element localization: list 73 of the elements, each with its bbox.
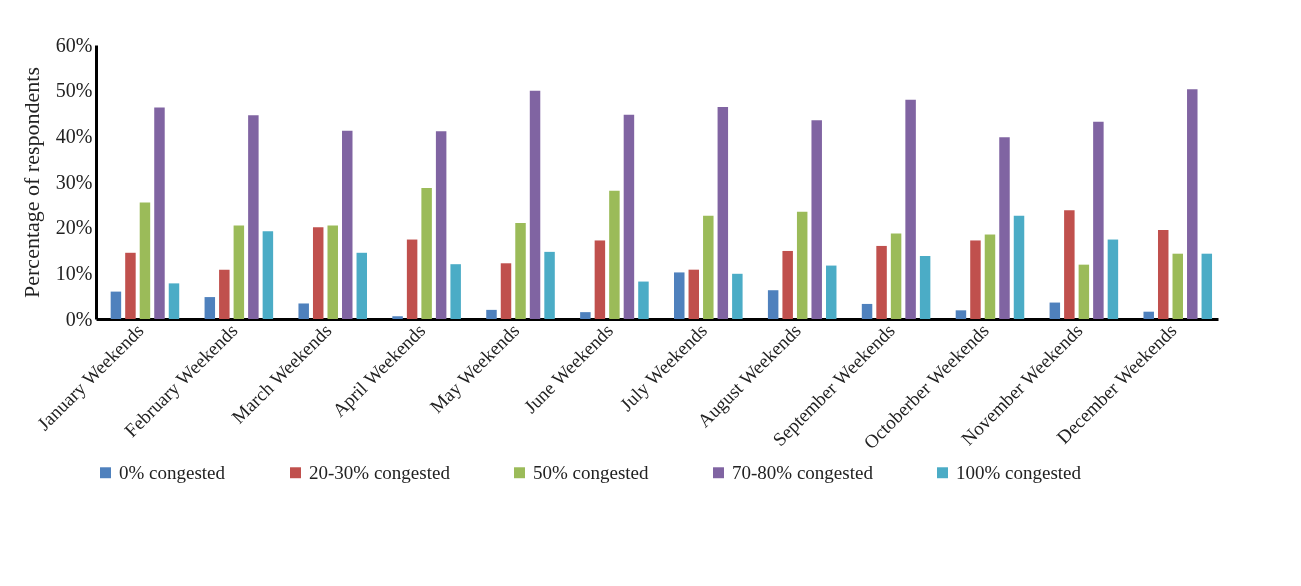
bar	[486, 309, 497, 319]
bar	[1157, 229, 1169, 319]
bar	[1013, 215, 1025, 319]
bar	[204, 297, 216, 319]
bar	[154, 107, 165, 319]
bar	[1172, 253, 1183, 319]
bar	[732, 273, 743, 319]
bar	[1049, 302, 1061, 319]
bar	[342, 130, 353, 319]
bar	[110, 291, 122, 319]
bar	[1107, 239, 1119, 319]
bar	[544, 251, 555, 319]
bar	[450, 264, 461, 319]
bar	[1187, 89, 1198, 319]
bar	[327, 225, 338, 319]
bar	[876, 245, 887, 319]
bar	[1201, 253, 1213, 319]
legend-label: 0% congested	[119, 461, 226, 483]
bar	[767, 290, 779, 319]
bar	[219, 269, 230, 319]
bar	[515, 223, 526, 319]
y-tick-label: 50%	[55, 79, 93, 102]
bar	[1093, 121, 1104, 319]
bar	[1078, 264, 1090, 319]
bar	[298, 303, 309, 319]
legend-label: 50% congested	[533, 461, 650, 483]
bar	[312, 227, 324, 319]
bar	[529, 90, 541, 319]
bar	[970, 240, 981, 319]
bar	[421, 187, 432, 319]
bar	[392, 316, 403, 319]
bar	[609, 190, 620, 319]
bar	[782, 250, 793, 319]
bar	[594, 240, 606, 319]
bar	[125, 252, 136, 319]
bar	[233, 225, 245, 319]
bar	[905, 99, 916, 319]
bar	[955, 310, 967, 319]
bar	[919, 255, 931, 319]
bar	[890, 233, 902, 319]
bar	[1064, 210, 1075, 319]
bar	[623, 114, 635, 319]
bar	[688, 269, 700, 319]
y-tick-label: 30%	[55, 170, 93, 193]
bar	[406, 239, 418, 319]
y-tick-label: 40%	[55, 124, 93, 147]
bar	[262, 231, 274, 319]
bar	[356, 252, 368, 319]
bar	[139, 202, 151, 319]
bar	[796, 211, 808, 319]
y-tick-label: 10%	[55, 261, 93, 284]
bar	[435, 131, 447, 319]
bar	[1143, 311, 1154, 319]
bar	[999, 137, 1010, 319]
legend-label: 20-30% congested	[309, 461, 451, 483]
bar	[580, 312, 591, 319]
y-tick-label: 0%	[65, 307, 93, 330]
bar	[674, 272, 685, 319]
legend-label: 70-80% congested	[732, 461, 874, 483]
bar	[984, 234, 996, 319]
y-axis-title: Percentage of respondents	[18, 67, 44, 298]
legend-label: 100% congested	[956, 461, 1082, 483]
bar	[861, 303, 873, 319]
y-tick-label: 20%	[55, 216, 93, 239]
bar	[168, 283, 180, 319]
bar	[825, 265, 837, 319]
bar	[638, 281, 649, 319]
bar	[703, 215, 714, 319]
bar	[248, 115, 259, 319]
bar	[500, 263, 512, 319]
bar	[811, 120, 822, 319]
y-tick-label: 60%	[55, 33, 93, 56]
bar	[717, 107, 729, 319]
